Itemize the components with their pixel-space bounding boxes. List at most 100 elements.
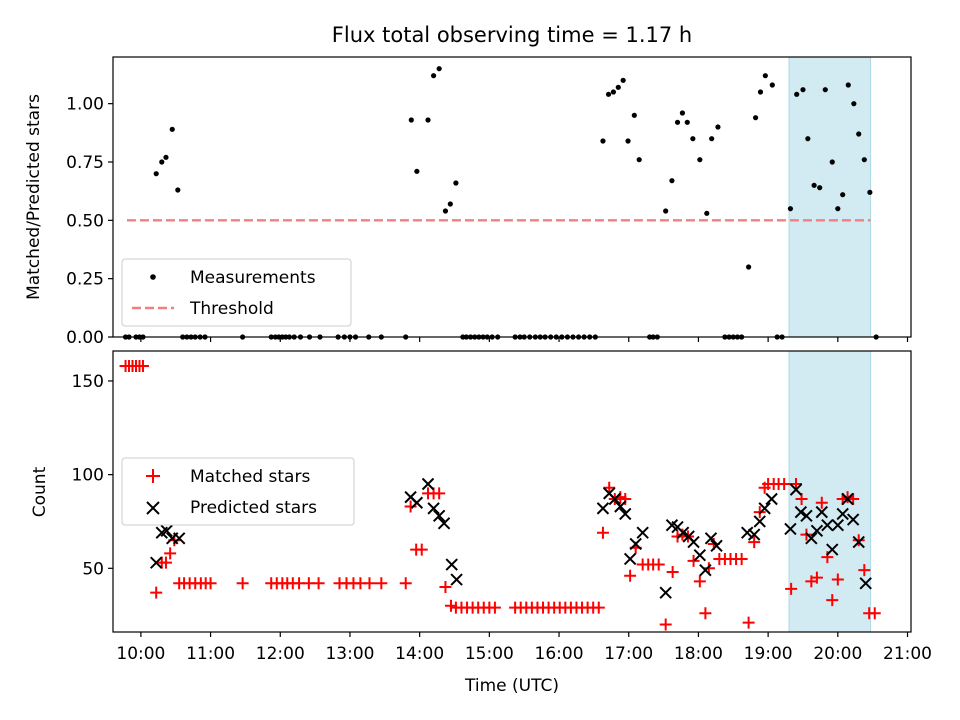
top-legend-box: [121, 258, 352, 327]
top-highlight-span-layer: [788, 56, 872, 338]
matched-star-point: [666, 566, 679, 579]
x-tick-label: 14:00: [395, 644, 444, 664]
predicted-star-point: [841, 492, 854, 506]
measurement-point: [425, 117, 431, 123]
predicted-star-point: [710, 539, 723, 553]
x-tick-label: 19:00: [744, 644, 793, 664]
measurement-point: [414, 168, 420, 174]
measurement-point: [829, 159, 835, 165]
matched-star-point: [236, 577, 249, 590]
measurement-point: [610, 89, 617, 95]
top-y-tick-label: 0.00: [66, 328, 104, 348]
measurement-point: [447, 201, 453, 207]
measurement-point: [746, 264, 752, 270]
bottom-x-ticks: 10:00 11:00 12:00 13:00 14:00 15:00 16:00 17:00…: [116, 632, 932, 664]
predicted-star-point: [445, 558, 458, 571]
matched-star-point: [790, 478, 803, 491]
matched-star-point: [841, 491, 854, 504]
predicted-star-point: [608, 492, 622, 506]
predicted-star-point: [687, 535, 700, 549]
measurement-point: [752, 115, 759, 121]
legend-predicted-marker: [146, 501, 160, 515]
measurement-point: [794, 91, 800, 97]
predicted-star-point: [747, 528, 761, 541]
matched-star-point: [810, 571, 823, 584]
matched-star-point: [858, 564, 871, 577]
predicted-star-point: [704, 532, 718, 545]
x-tick-label: 17:00: [604, 644, 653, 664]
top-x-ticks: [140, 337, 909, 342]
top-y-tick-label: 1.00: [66, 95, 104, 115]
predicted-star-point: [765, 492, 778, 506]
matched-star-point: [159, 556, 172, 569]
measurement-point: [769, 82, 775, 88]
matched-star-point: [312, 577, 325, 590]
top-y-ticks: 0.00 0.25 0.50 0.75 1.00: [66, 95, 113, 348]
matched-star-point: [785, 582, 798, 595]
matched-star-point: [624, 569, 637, 582]
matched-star-point: [399, 577, 412, 590]
x-tick-label: 11:00: [186, 644, 235, 664]
x-tick-label: 12:00: [256, 644, 305, 664]
measurement-point: [787, 206, 794, 212]
measurement-point: [674, 119, 681, 125]
x-tick-label: 21:00: [883, 644, 932, 664]
measurement-point: [620, 77, 626, 83]
predicted-star-point: [859, 577, 872, 590]
measurement-point: [453, 180, 459, 186]
predicted-star-point: [753, 515, 766, 528]
measurement-point: [408, 117, 414, 123]
predicted-star-point: [450, 573, 463, 586]
top-panel: 0.00 0.25 0.50 0.75 1.00 Matched/Predicted s…: [24, 56, 912, 348]
matched-star-point: [415, 543, 428, 556]
matched-star-point: [826, 594, 839, 607]
measurement-point: [605, 91, 612, 97]
measurement-point: [822, 87, 828, 93]
predicted-star-point: [794, 505, 808, 519]
predicted-star-point: [619, 507, 632, 521]
measurement-point: [840, 192, 846, 198]
highlight-span: [788, 56, 872, 338]
measurement-point: [679, 110, 686, 116]
measurement-point: [684, 119, 690, 125]
matched-star-point: [404, 500, 417, 513]
measurement-point: [811, 182, 817, 188]
predicted-star-point: [826, 543, 839, 556]
measurement-point: [845, 82, 851, 88]
predicted-star-point: [421, 477, 435, 491]
predicted-star-point: [699, 563, 712, 577]
predicted-star-point: [676, 526, 690, 539]
predicted-star-point: [852, 535, 865, 549]
predicted-star-point: [789, 483, 803, 496]
measurement-point: [762, 73, 768, 79]
measurement-point: [175, 187, 181, 193]
matched-star-point: [439, 581, 452, 594]
bottom-y-tick-label: 100: [72, 466, 104, 486]
top-y-tick-label: 0.25: [66, 270, 104, 290]
measurement-point: [436, 66, 442, 72]
predicted-star-point: [150, 556, 163, 569]
predicted-star-point: [410, 496, 424, 509]
measurement-point: [800, 87, 806, 93]
x-tick-label: 18:00: [674, 644, 723, 664]
bottom-y-ticks: 50 100 150: [72, 372, 113, 579]
predicted-star-point: [758, 502, 771, 515]
measurement-point: [757, 89, 764, 95]
x-tick-label: 10:00: [116, 644, 165, 664]
predicted-star-point: [810, 524, 824, 538]
measurement-point: [690, 136, 696, 142]
predicted-star-point: [173, 532, 186, 545]
measurement-point: [817, 185, 823, 191]
bottom-y-tick-label: 50: [82, 559, 104, 579]
bottom-axes-frame: [112, 350, 912, 633]
predicted-star-point: [741, 526, 754, 539]
measurement-point: [697, 157, 703, 163]
measurement-point: [636, 157, 642, 163]
bottom-y-axis-label: Count: [30, 466, 50, 517]
predicted-star-point: [846, 513, 860, 526]
legend-measurements-marker: [150, 274, 156, 280]
legend-matched-marker: [146, 469, 160, 483]
top-axes-frame: [112, 56, 912, 338]
